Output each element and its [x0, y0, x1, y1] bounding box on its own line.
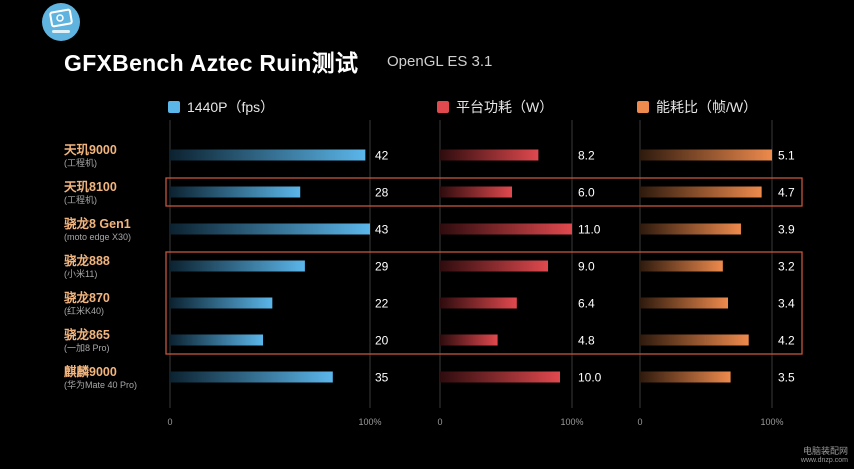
value-label-power: 4.8	[578, 334, 595, 348]
bar-eff	[640, 223, 741, 235]
category-label: 骁龙865	[64, 327, 110, 342]
category-note: (红米K40)	[64, 305, 104, 316]
axis-end-label-fps: 100%	[358, 417, 381, 427]
bar-eff	[640, 334, 749, 346]
value-label-power: 10.0	[578, 371, 602, 385]
watermark: 电脑装配网 www.dnzp.com	[801, 447, 848, 465]
bar-fps	[170, 371, 333, 383]
category-label: 天玑8100	[64, 180, 117, 194]
value-label-eff: 3.9	[778, 223, 795, 237]
bar-power	[440, 297, 517, 309]
value-label-eff: 5.1	[778, 149, 795, 163]
bar-eff	[640, 186, 762, 198]
category-label: 骁龙8 Gen1	[64, 216, 131, 231]
brand-logo-icon	[42, 3, 80, 41]
highlight-box-2	[165, 251, 803, 355]
bar-power	[440, 260, 548, 272]
axis-zero-label-fps: 0	[167, 417, 172, 427]
chart-subtitle: OpenGL ES 3.1	[387, 53, 493, 70]
value-label-fps: 42	[375, 149, 389, 163]
value-label-fps: 28	[375, 186, 389, 200]
axis-end-label-power: 100%	[560, 417, 583, 427]
bar-fps	[170, 260, 305, 272]
value-label-fps: 22	[375, 297, 389, 311]
axis-end-label-eff: 100%	[760, 417, 783, 427]
category-label: 骁龙888	[64, 253, 110, 268]
category-note: (一加8 Pro)	[64, 343, 110, 353]
watermark-line1: 电脑装配网	[802, 446, 848, 457]
bar-power	[440, 186, 512, 198]
category-note: (moto edge X30)	[64, 232, 131, 242]
category-label: 骁龙870	[64, 290, 110, 305]
value-label-power: 8.2	[578, 149, 595, 163]
value-label-power: 9.0	[578, 260, 595, 274]
value-label-power: 6.4	[578, 297, 595, 311]
value-label-power: 11.0	[578, 223, 601, 237]
legend-efficiency: 能耗比（帧/W）	[637, 97, 757, 117]
category-note: (华为Mate 40 Pro)	[64, 379, 137, 390]
bar-fps	[170, 223, 370, 235]
category-note: (小米11)	[64, 268, 97, 279]
bar-eff	[640, 297, 728, 309]
legend-efficiency-swatch	[637, 101, 649, 113]
value-label-power: 6.0	[578, 186, 595, 200]
bar-eff	[640, 371, 731, 383]
legend-fps-swatch	[168, 101, 180, 113]
legend-fps: 1440P（fps）	[168, 97, 274, 117]
value-label-eff: 4.7	[778, 186, 795, 200]
bar-fps	[170, 186, 301, 198]
bar-power	[440, 223, 572, 235]
value-label-eff: 3.4	[778, 297, 795, 311]
bar-power	[440, 334, 498, 346]
legend-efficiency-label: 能耗比（帧/W）	[656, 99, 758, 115]
bar-fps	[170, 297, 273, 309]
value-label-fps: 20	[375, 334, 389, 348]
value-label-eff: 4.2	[778, 334, 795, 348]
bar-power	[440, 371, 560, 383]
value-label-eff: 3.5	[778, 371, 795, 385]
legend-power-swatch	[437, 101, 449, 113]
bar-fps	[170, 149, 366, 161]
category-label: 天玑9000	[64, 143, 117, 157]
axis-zero-label-eff: 0	[637, 417, 642, 427]
bar-power	[440, 149, 539, 161]
bar-eff	[640, 260, 723, 272]
category-label: 麒麟9000	[64, 364, 117, 379]
category-note: (工程机)	[64, 194, 97, 205]
bar-eff	[640, 149, 772, 161]
category-note: (工程机)	[64, 157, 97, 168]
value-label-eff: 3.2	[778, 260, 795, 274]
value-label-fps: 43	[375, 223, 389, 237]
legend-fps-label: 1440P（fps）	[187, 99, 275, 115]
chart-title: GFXBench Aztec Ruin测试	[64, 50, 359, 76]
highlight-box-1	[165, 177, 803, 207]
axis-zero-label-power: 0	[437, 417, 442, 427]
value-label-fps: 35	[375, 371, 389, 385]
bar-fps	[170, 334, 264, 346]
legend-power-label: 平台功耗（W）	[456, 99, 554, 115]
legend-power: 平台功耗（W）	[437, 97, 553, 117]
watermark-line2: www.dnzp.com	[800, 457, 848, 465]
value-label-fps: 29	[375, 260, 389, 274]
